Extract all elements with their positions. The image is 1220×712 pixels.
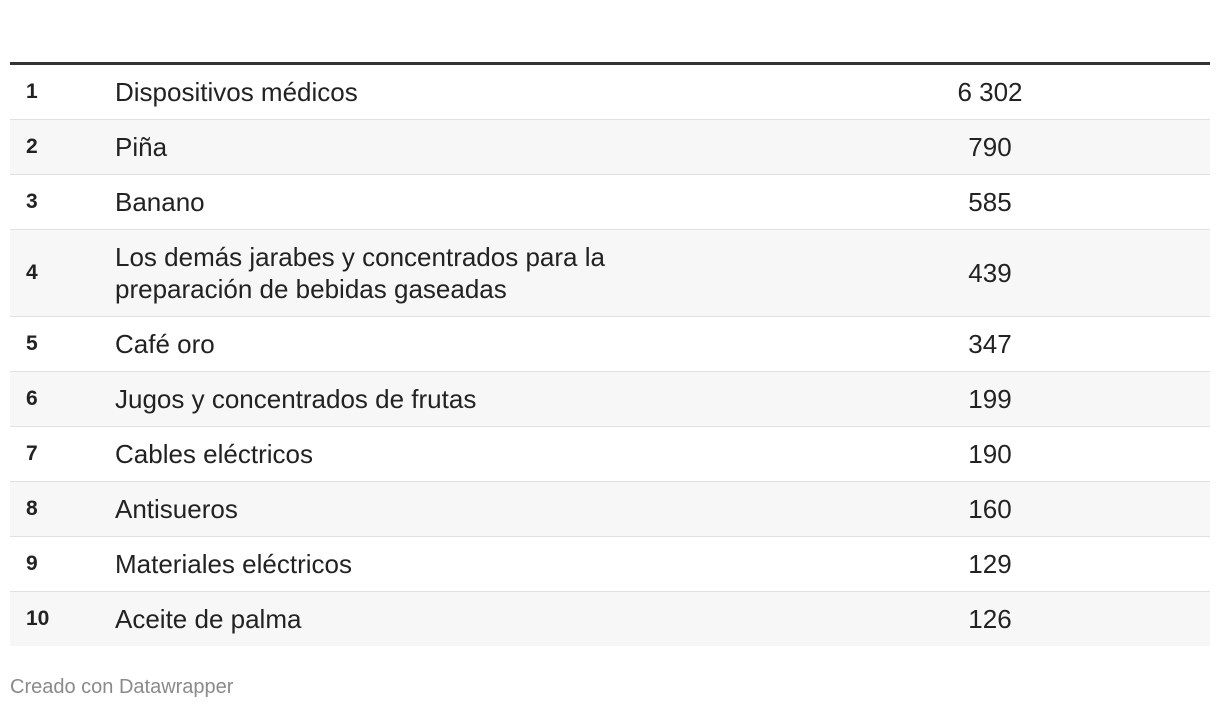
table-row: 8 Antisueros 160 <box>10 481 1210 537</box>
value-text: 199 <box>968 384 1012 414</box>
value-text: 585 <box>968 187 1012 217</box>
table-row: 6 Jugos y concentrados de frutas 199 <box>10 371 1210 427</box>
product-cell: Los demás jarabes y concentrados para la… <box>115 242 605 304</box>
value-text: 439 <box>968 258 1012 288</box>
rank-cell: 5 <box>26 332 38 355</box>
product-cell: Dispositivos médicos <box>115 77 358 107</box>
value-cell: 199 <box>705 372 1210 427</box>
table: 1 Dispositivos médicos 6 302 2 Piña 790 … <box>10 65 1210 646</box>
product-cell: Aceite de palma <box>115 604 302 634</box>
table-row: 5 Café oro 347 <box>10 317 1210 372</box>
value-cell: 190 <box>705 427 1210 482</box>
product-cell: Piña <box>115 132 168 162</box>
table-row: 1 Dispositivos médicos 6 302 <box>10 65 1210 120</box>
value-text: 6 302 <box>957 77 1023 107</box>
rank-cell: 7 <box>26 442 38 465</box>
value-cell: 585 <box>705 175 1210 230</box>
value-text: 347 <box>968 329 1012 359</box>
rank-cell: 10 <box>26 607 50 630</box>
product-cell: Banano <box>115 187 205 217</box>
table-body: 1 Dispositivos médicos 6 302 2 Piña 790 … <box>10 65 1210 646</box>
table-row: 2 Piña 790 <box>10 119 1210 175</box>
value-text: 160 <box>968 494 1012 524</box>
rank-cell: 1 <box>26 80 38 103</box>
value-text: 790 <box>968 132 1012 162</box>
rank-cell: 8 <box>26 497 38 520</box>
value-cell: 347 <box>705 317 1210 372</box>
value-cell: 6 302 <box>705 65 1210 120</box>
rank-cell: 6 <box>26 387 38 410</box>
value-cell: 126 <box>705 592 1210 647</box>
product-cell: Antisueros <box>115 494 238 524</box>
value-text: 129 <box>968 549 1012 579</box>
product-cell: Materiales eléctricos <box>115 549 352 579</box>
table-row: 9 Materiales eléctricos 129 <box>10 537 1210 592</box>
table-row: 7 Cables eléctricos 190 <box>10 427 1210 482</box>
value-cell: 439 <box>705 230 1210 317</box>
product-cell: Cables eléctricos <box>115 439 313 469</box>
product-cell: Jugos y concentrados de frutas <box>115 384 477 414</box>
footer-credit: Creado con Datawrapper <box>10 676 234 698</box>
table-row: 10 Aceite de palma 126 <box>10 591 1210 647</box>
data-table: 1 Dispositivos médicos 6 302 2 Piña 790 … <box>10 62 1210 646</box>
rank-cell: 4 <box>26 261 38 284</box>
value-text: 126 <box>968 604 1012 634</box>
value-cell: 160 <box>705 482 1210 537</box>
rank-cell: 9 <box>26 552 38 575</box>
value-cell: 129 <box>705 537 1210 592</box>
value-text: 190 <box>968 439 1012 469</box>
rank-cell: 2 <box>26 135 38 158</box>
rank-cell: 3 <box>26 190 38 213</box>
value-cell: 790 <box>705 120 1210 175</box>
table-row: 3 Banano 585 <box>10 175 1210 230</box>
product-cell: Café oro <box>115 329 215 359</box>
table-row: 4 Los demás jarabes y concentrados para … <box>10 229 1210 317</box>
